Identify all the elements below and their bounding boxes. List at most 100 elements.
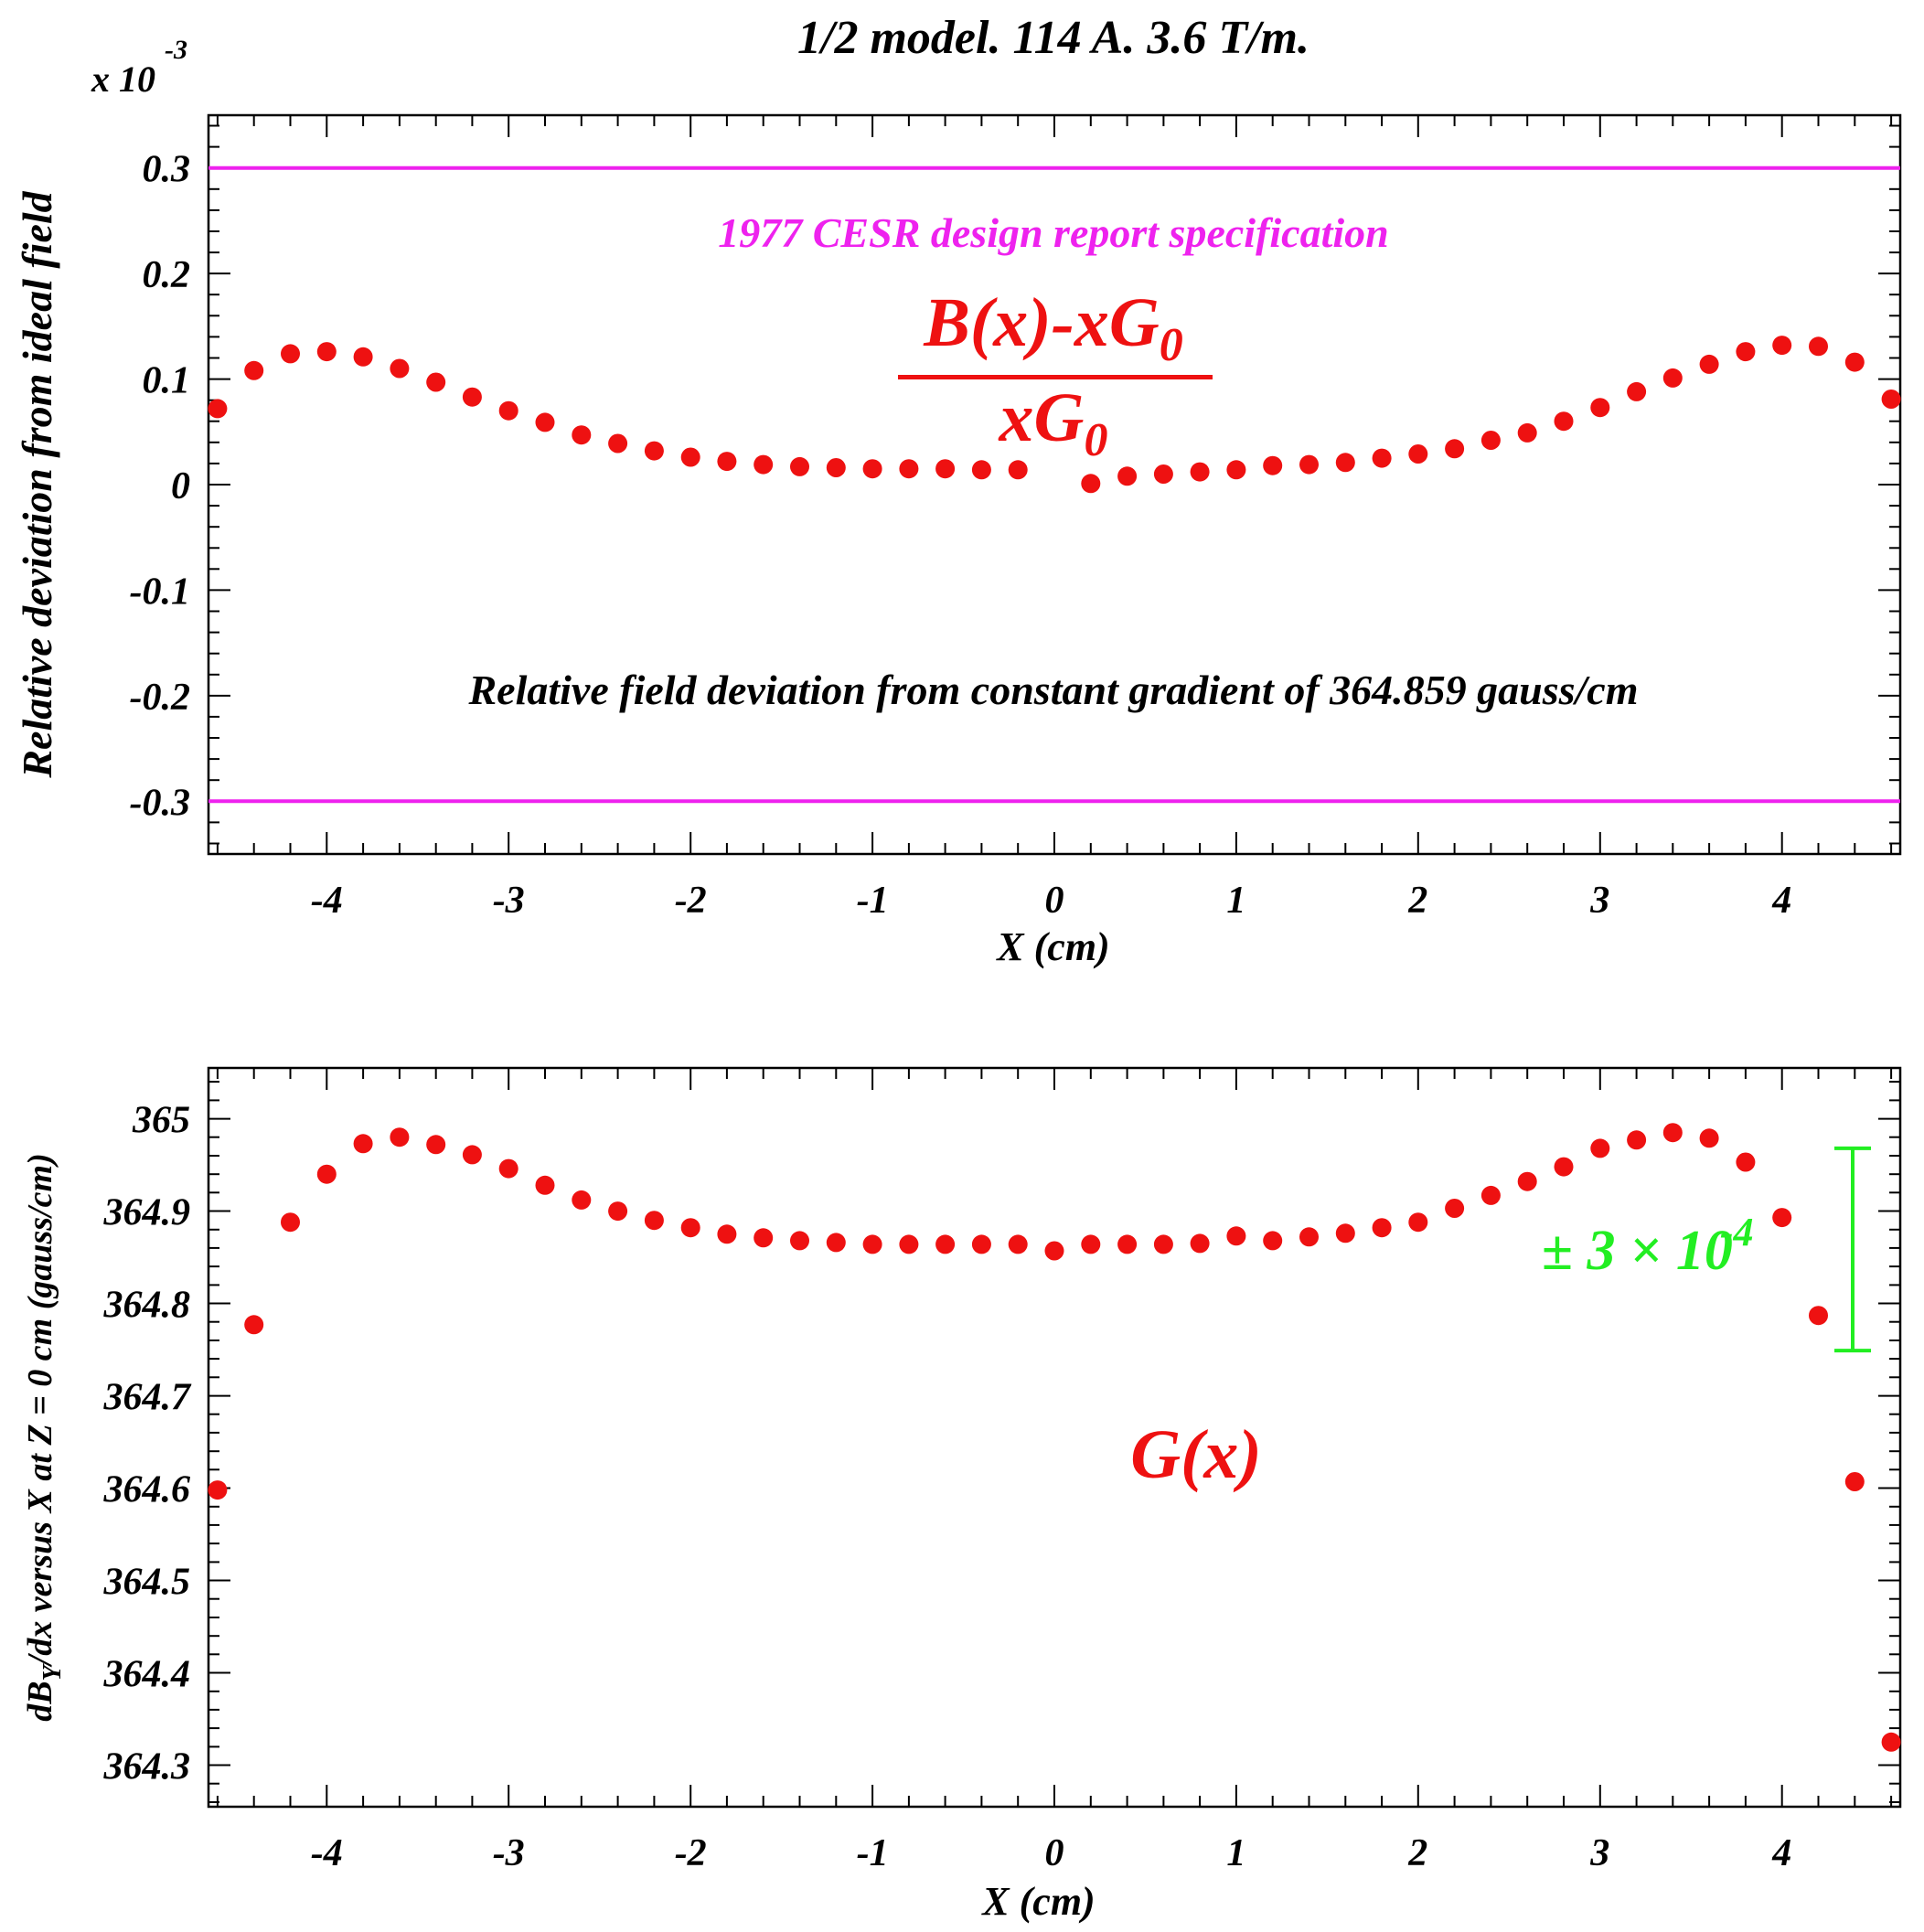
gradient-data-point bbox=[1517, 1171, 1537, 1191]
formula-fraction-bar bbox=[898, 375, 1213, 379]
gradient-y-axis-label: dBY/dx versus X at Z = 0 cm (gauss/cm) bbox=[21, 1153, 67, 1721]
gradient-data-point bbox=[462, 1145, 482, 1165]
gradient-y-tick-label: 364.4 bbox=[103, 1654, 191, 1696]
deviation-data-point bbox=[1480, 431, 1501, 450]
gradient-x-tick-label: -4 bbox=[311, 1832, 343, 1874]
gradient-data-point bbox=[572, 1190, 592, 1210]
gradient-data-point bbox=[426, 1135, 446, 1155]
tolerance-label: ± 3 × 10-4 bbox=[1542, 1210, 1754, 1282]
gradient-data-point bbox=[1299, 1227, 1319, 1247]
gradient-data-point bbox=[353, 1134, 373, 1154]
deviation-y-tick-label: 0.3 bbox=[143, 149, 191, 191]
gradient-y-tick-label: 364.9 bbox=[103, 1192, 191, 1234]
deviation-data-point bbox=[1772, 336, 1792, 356]
deviation-data-point bbox=[1008, 460, 1028, 480]
deviation-data-point bbox=[1554, 411, 1574, 432]
deviation-x-tick-label: -2 bbox=[675, 880, 707, 922]
deviation-data-point bbox=[462, 387, 482, 407]
formula-numerator: B(x)-xG0 bbox=[923, 284, 1183, 371]
deviation-data-point bbox=[572, 425, 592, 445]
deviation-data-point bbox=[498, 400, 518, 421]
deviation-data-point bbox=[1226, 460, 1246, 480]
gradient-data-point bbox=[1044, 1241, 1064, 1261]
y-axis-scale-factor: x 10 -3 bbox=[91, 35, 187, 100]
gradient-data-point bbox=[899, 1234, 919, 1254]
deviation-data-point bbox=[316, 342, 337, 362]
deviation-data-point bbox=[390, 358, 410, 379]
gradient-data-point bbox=[1226, 1226, 1246, 1246]
deviation-data-point bbox=[535, 412, 555, 432]
gradient-data-point bbox=[1590, 1138, 1610, 1158]
gradient-data-point bbox=[1809, 1306, 1828, 1326]
deviation-data-point bbox=[1190, 462, 1210, 482]
gradient-data-point bbox=[281, 1212, 300, 1233]
gradient-data-point bbox=[1627, 1130, 1647, 1150]
gradient-data-point bbox=[935, 1234, 956, 1254]
gradient-data-point bbox=[1263, 1231, 1283, 1251]
formula-numerator-text: B(x)-xG bbox=[923, 284, 1160, 361]
gradient-data-point bbox=[1372, 1218, 1392, 1238]
gradient-data-point bbox=[717, 1224, 737, 1244]
deviation-data-point bbox=[899, 459, 919, 479]
deviation-x-tick-label: 2 bbox=[1407, 880, 1427, 922]
gradient-y-tick-label: 364.6 bbox=[103, 1469, 191, 1511]
gradient-data-point bbox=[608, 1201, 628, 1222]
gradient-data-point bbox=[754, 1228, 774, 1248]
deviation-data-point bbox=[1699, 354, 1719, 374]
deviation-data-point bbox=[971, 460, 991, 480]
gradient-y-axis-label-base: dB bbox=[21, 1681, 59, 1721]
gradient-data-point bbox=[1081, 1234, 1101, 1254]
spec-limit-lines bbox=[208, 165, 1900, 804]
gradient-data-point bbox=[498, 1158, 518, 1179]
deviation-data-point bbox=[1627, 381, 1647, 401]
gradient-data-point bbox=[1190, 1233, 1210, 1254]
gradient-x-axis-label: X (cm) bbox=[980, 1879, 1095, 1924]
gradient-y-tick-label: 364.7 bbox=[103, 1377, 193, 1419]
gradient-x-tick-label: -2 bbox=[675, 1832, 707, 1874]
formula-denominator-subscript: 0 bbox=[1084, 414, 1107, 466]
deviation-data-point bbox=[608, 433, 628, 454]
deviation-y-tick-label: -0.2 bbox=[130, 677, 191, 719]
gradient-plot-frame bbox=[207, 1066, 1902, 1809]
gradient-x-tick-label: -3 bbox=[493, 1832, 525, 1874]
gradient-data-point bbox=[1008, 1234, 1028, 1254]
figure-title: 1/2 model. 114 A. 3.6 T/m. bbox=[797, 12, 1309, 64]
deviation-data-point bbox=[244, 360, 264, 380]
deviation-data-points bbox=[208, 336, 1901, 494]
deviation-data-point bbox=[754, 454, 774, 475]
deviation-x-tick-label: -3 bbox=[493, 880, 525, 922]
gradient-data-point bbox=[208, 1480, 228, 1500]
gradient-y-axis-label-rest: /dx versus X at Z = 0 cm (gauss/cm) bbox=[21, 1153, 59, 1668]
deviation-data-point bbox=[1153, 464, 1173, 484]
gradient-data-point bbox=[971, 1234, 991, 1254]
deviation-y-tick-label: -0.3 bbox=[130, 782, 191, 824]
gradient-data-point bbox=[1662, 1123, 1683, 1143]
deviation-data-point bbox=[1263, 455, 1283, 475]
gradient-data-point bbox=[1844, 1472, 1865, 1491]
deviation-x-tick-label: 4 bbox=[1771, 880, 1791, 922]
gradient-data-points bbox=[208, 1123, 1901, 1752]
gradient-data-point bbox=[244, 1315, 264, 1335]
deviation-data-point bbox=[1081, 474, 1101, 494]
y-axis-scale-base: x 10 bbox=[91, 59, 155, 100]
deviation-data-point bbox=[1517, 422, 1537, 443]
deviation-data-point bbox=[1590, 398, 1610, 418]
deviation-data-point bbox=[644, 441, 664, 461]
tolerance-label-exponent: -4 bbox=[1720, 1210, 1754, 1254]
gradient-data-point bbox=[1117, 1234, 1138, 1254]
formula-numerator-subscript: 0 bbox=[1160, 319, 1183, 371]
deviation-y-tick-label: -0.1 bbox=[130, 571, 191, 613]
deviation-y-tick-label: 0.1 bbox=[143, 360, 191, 402]
deviation-data-point bbox=[281, 344, 300, 364]
deviation-y-tick-label: 0.2 bbox=[143, 254, 191, 296]
deviation-data-point bbox=[1881, 390, 1901, 409]
gradient-y-tick-label: 364.5 bbox=[103, 1562, 191, 1604]
deviation-data-point bbox=[1809, 336, 1828, 357]
deviation-x-tick-label: 3 bbox=[1589, 880, 1609, 922]
gradient-data-point bbox=[1881, 1732, 1901, 1752]
gradient-x-tick-label: 4 bbox=[1771, 1832, 1791, 1874]
gradient-data-point bbox=[1736, 1152, 1756, 1172]
formula-denominator: xG0 bbox=[999, 379, 1108, 466]
gradient-data-point bbox=[1335, 1223, 1355, 1244]
